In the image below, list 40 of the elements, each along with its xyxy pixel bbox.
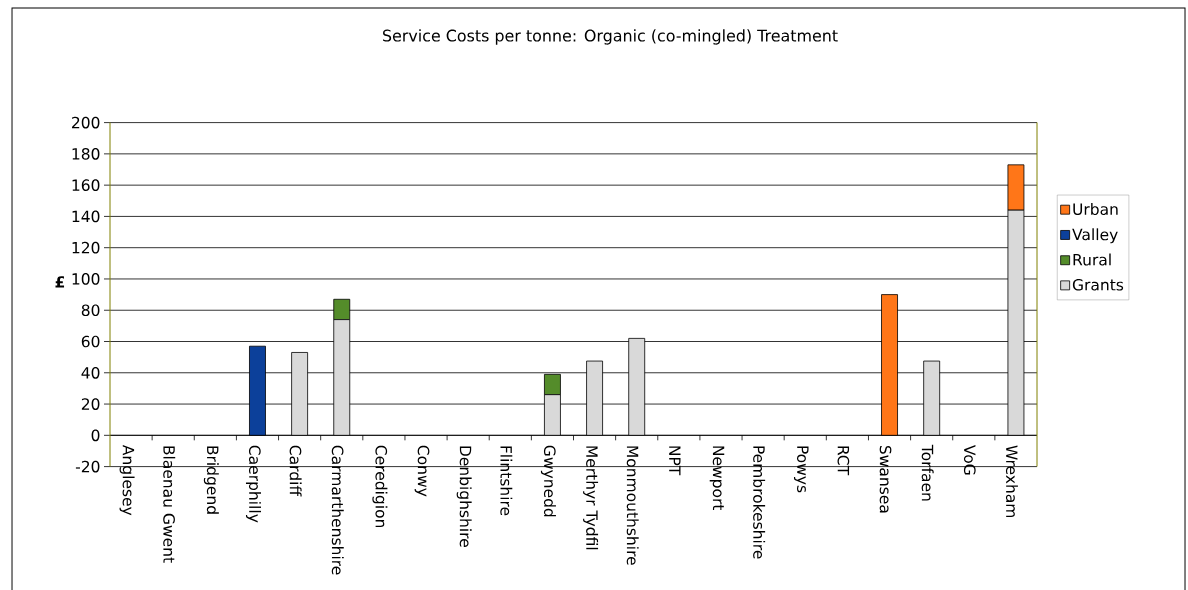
x-tick-label: Newport <box>709 446 725 511</box>
legend-label: Grants <box>1072 278 1124 291</box>
x-tick-label: Wrexham <box>1005 445 1018 518</box>
x-tick-label: Caerphilly <box>245 445 261 523</box>
chart-title: Service Costs per tonne: Organic (co-mingled) Treatment <box>383 29 838 45</box>
legend-label: Urban <box>1073 203 1118 216</box>
y-tick-label: 140 <box>72 210 100 223</box>
y-tick-label: 120 <box>72 241 100 254</box>
y-tick-label: 180 <box>72 148 100 160</box>
y-tick-label: 200 <box>72 116 100 129</box>
x-tick-label: Monmouthshire <box>626 446 639 565</box>
y-tick-label: -20 <box>75 460 100 473</box>
x-tick-label: Denbighshire <box>456 446 472 547</box>
y-tick-label: 160 <box>72 179 100 192</box>
x-tick-label: VoG <box>963 444 976 475</box>
x-tick-label: Carmarthenshire <box>331 445 344 575</box>
legend-label: Rural <box>1073 253 1111 266</box>
x-tick-label: Cardiff <box>289 445 302 497</box>
x-tick-label: Powys <box>793 446 809 493</box>
x-tick-label: Gwynedd <box>540 445 556 517</box>
x-tick-label: Ceredigion <box>372 445 388 528</box>
x-tick-label: Blaenau Gwent <box>163 446 176 563</box>
y-tick-label: 0 <box>91 429 100 442</box>
x-tick-label: NPT <box>669 446 681 476</box>
x-tick-label: Flintshire <box>500 446 513 516</box>
y-tick-label: 40 <box>81 366 100 379</box>
x-tick-label: Merthyr Tydfil <box>583 446 599 550</box>
y-tick-label: 100 <box>72 273 100 285</box>
x-tick-label: Pembrokeshire <box>753 446 766 559</box>
x-tick-label: Conwy <box>414 445 430 497</box>
y-tick-label: 20 <box>81 398 100 410</box>
y-tick-label: 80 <box>81 304 100 317</box>
y-tick-label: 60 <box>81 335 100 348</box>
x-tick-label: RCT <box>837 446 850 476</box>
legend-label: Valley <box>1072 228 1118 244</box>
x-tick-label: Torfaen <box>921 444 934 501</box>
x-tick-label: Anglesey <box>119 444 135 516</box>
y-axis-title: £ <box>55 276 65 288</box>
x-tick-label: Bridgend <box>203 446 219 514</box>
x-tick-label: Swansea <box>879 445 892 513</box>
